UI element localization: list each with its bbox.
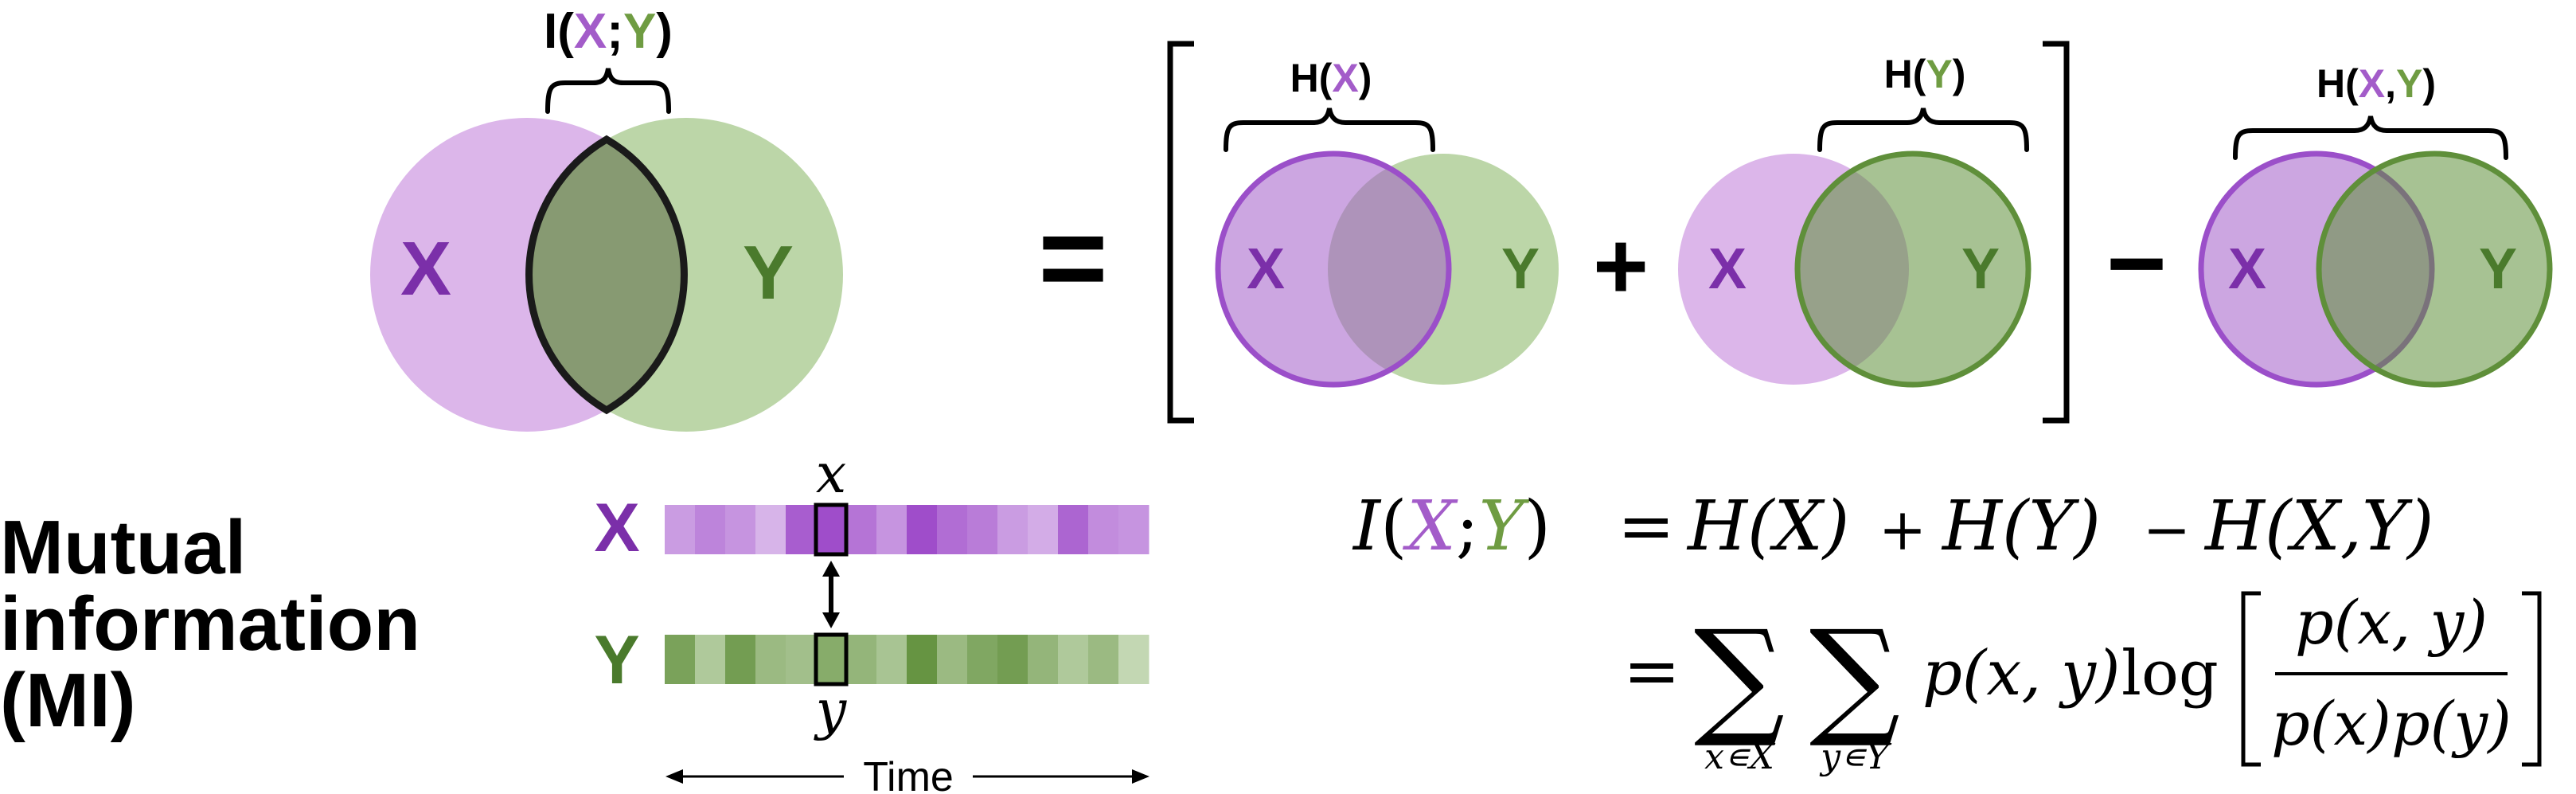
x-signal-cell [816,505,847,554]
y-signal-cell [725,635,756,684]
log-operator: log [2121,638,2219,710]
formula-plus: + [1879,496,1926,563]
hy-x-label: X [1708,237,1747,301]
hxy-y-label: Y [2479,237,2517,301]
y-signal-cell [1028,635,1059,684]
y-signal-cell [876,635,907,684]
hxy-y-circle [2316,151,2553,388]
formula-term-hy: H(Y) [1941,487,2101,566]
time-axis-label: Time [863,754,954,794]
hy-label: H(Y) [1884,52,1966,96]
plus-sign: + [1593,213,1649,319]
y-signal-cell [846,635,877,684]
hx-y-label: Y [1501,237,1540,301]
fraction-numerator: p(x, y) [2295,587,2488,658]
title-line-1: Mutual [0,505,247,590]
x-signal-cell [755,505,786,554]
y-signal-cell [1058,635,1089,684]
y-sample-highlight [814,632,849,686]
hx-label: H(X) [1290,56,1372,100]
hy-y-circle [1794,151,2032,388]
sum-y-symbol: ∑ [1809,602,1900,751]
time-axis: Time [665,754,1149,794]
hy-y-label: Y [1961,237,2000,301]
y-signal-cell [907,635,938,684]
equals-sign: = [1038,190,1108,324]
hx-venn: X Y H(X) [1215,56,1559,388]
log-left-bracket [2241,591,2261,767]
y-signal-cell [755,635,786,684]
minus-sign: − [2106,205,2167,321]
venn-y-label: Y [743,230,794,315]
timeseries: X Y x y Time [594,443,1149,794]
formula-term-hx: H(X) [1686,487,1849,566]
venn-x-label: X [400,226,451,311]
title-line-3: (MI) [0,658,136,743]
x-sample-highlight [814,503,849,557]
mi-label: I(X;Y) [544,4,673,59]
joint-prob: p(x, y) [1922,638,2120,710]
coupling-arrow [822,561,840,628]
x-signal-cell [876,505,907,554]
x-signal-cell [1088,505,1119,554]
mi-brace [545,68,671,114]
x-signal-cell [725,505,756,554]
x-signal-cell [1058,505,1089,554]
formula-line1-eq: = [1618,487,1675,566]
formula-line2-eq: = [1623,632,1680,711]
y-signal-cell [997,635,1028,684]
y-signal-cell [1118,635,1149,684]
title-line-2: information [0,581,420,667]
hy-venn: X Y H(Y) [1678,52,2032,388]
x-sample-label: x [816,443,846,506]
y-signal-cell [786,635,817,684]
left-bracket [1167,41,1194,424]
ts-x-row-label: X [594,490,639,566]
mi-formula: I(X;Y) = H(X) + H(Y) − H(X,Y) = ∑ x∊X ∑ … [1352,487,2542,777]
x-signal-cell [695,505,726,554]
y-signal-cell [1088,635,1119,684]
sum-y-subscript: y∊Y [1819,737,1891,777]
right-bracket [2043,41,2070,424]
hx-x-label: X [1247,237,1285,301]
hxy-venn: X Y H(X,Y) [2198,61,2553,388]
x-signal-cell [1118,505,1149,554]
x-signal-cell [786,505,817,554]
x-signal-cell [1028,505,1059,554]
sum-x-symbol: ∑ [1694,602,1785,751]
formula-minus: − [2143,496,2191,563]
page-title: Mutual information (MI) [0,510,509,739]
hxy-x-label: X [2228,237,2266,301]
venn-overlap-lens [525,135,688,415]
hx-x-circle [1215,151,1452,388]
y-signal-cell [695,635,726,684]
ts-y-row-label: Y [594,622,639,698]
x-signal-cell [937,505,968,554]
y-signal-cell [937,635,968,684]
log-right-bracket [2522,591,2542,767]
hx-brace [1224,108,1435,152]
x-signal-cell [997,505,1028,554]
formula-term-hxy: H(X,Y) [2203,487,2434,566]
hy-brace [1817,108,2029,152]
x-signal-strip [665,505,1149,554]
x-signal-cell [846,505,877,554]
x-signal-cell [907,505,938,554]
fraction-denominator: p(x)p(y) [2271,688,2512,759]
y-signal-strip [665,635,1149,684]
formula-line1: I(X;Y) [1352,487,1551,566]
hxy-label: H(X,Y) [2316,61,2436,106]
y-signal-cell [665,635,696,684]
hxy-brace [2233,115,2508,160]
mi-venn: X Y I(X;Y) [370,4,843,432]
sum-x-subscript: x∊X [1704,737,1775,777]
y-sample-label: y [814,679,848,742]
y-signal-cell [816,635,847,684]
y-signal-cell [967,635,998,684]
x-signal-cell [967,505,998,554]
x-signal-cell [665,505,696,554]
